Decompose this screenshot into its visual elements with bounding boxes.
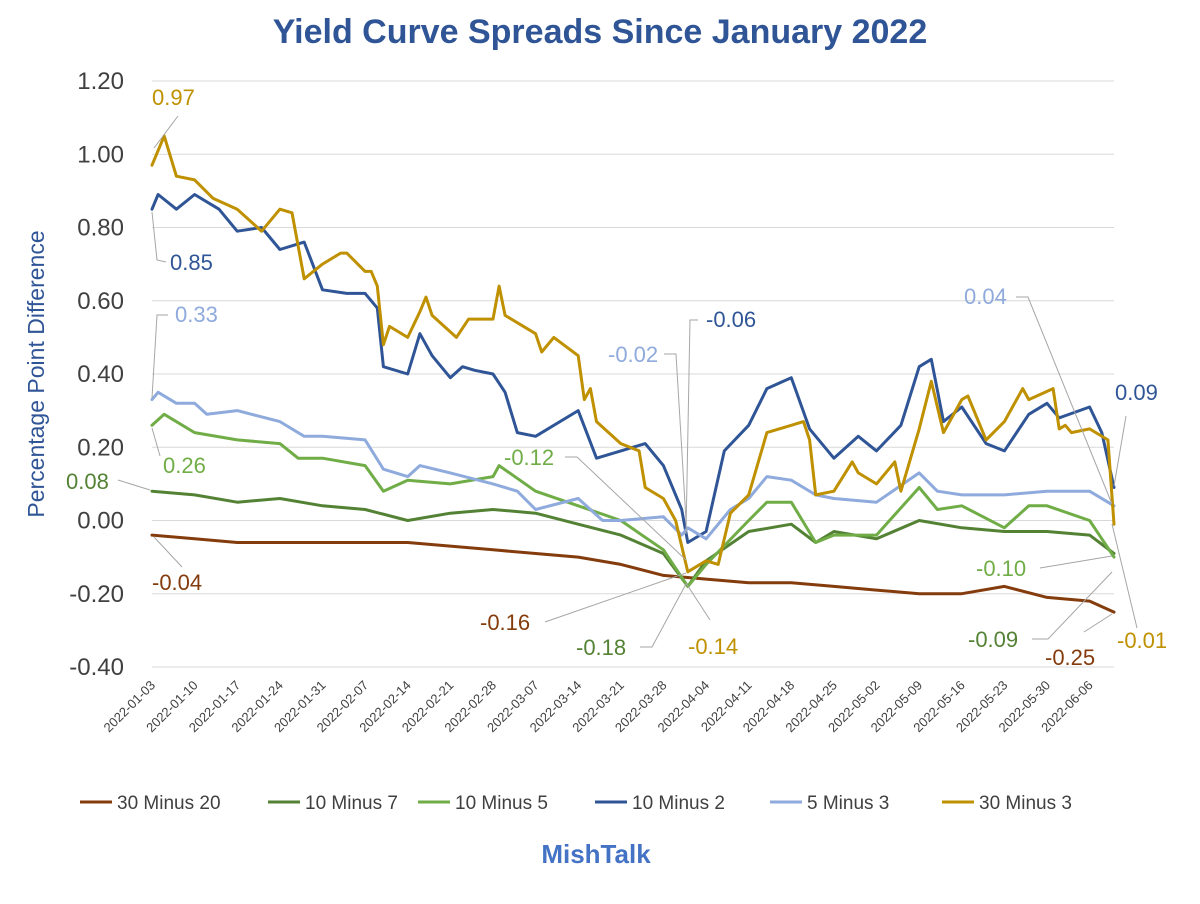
annotation-leader xyxy=(685,319,698,535)
data-label: 0.04 xyxy=(964,284,1007,309)
annotation-leader xyxy=(664,353,687,521)
annotation-leader xyxy=(153,536,183,568)
data-label: -0.16 xyxy=(480,610,530,635)
data-label: -0.09 xyxy=(968,627,1018,652)
annotation-leader xyxy=(1039,555,1113,569)
y-tick-label: 0.80 xyxy=(77,215,124,242)
data-label: 0.33 xyxy=(175,302,218,327)
data-label: 0.09 xyxy=(1115,380,1158,405)
data-label: -0.02 xyxy=(608,342,658,367)
data-label: -0.12 xyxy=(504,445,554,470)
data-label: -0.04 xyxy=(152,570,202,595)
source-label: MishTalk xyxy=(541,839,651,869)
annotation-leader xyxy=(1016,296,1113,505)
annotation-leader xyxy=(151,211,167,263)
legend-label: 30 Minus 20 xyxy=(117,793,221,814)
data-label: -0.18 xyxy=(576,635,626,660)
series-line-10-minus-5 xyxy=(150,412,1116,588)
y-tick-label: 0.00 xyxy=(77,508,124,535)
annotation-leader xyxy=(544,572,687,623)
annotation-leader xyxy=(117,479,151,491)
data-label: 0.26 xyxy=(163,453,206,478)
data-annotations: 0.97 0.85 0.33 0.26 0.08 -0.04 -0.02 -0.06 -0.12… xyxy=(66,85,1167,670)
annotation-leader xyxy=(685,582,711,621)
series-lines xyxy=(150,134,1116,614)
series-line-30-minus-20 xyxy=(150,533,1116,614)
data-label: 0.08 xyxy=(66,469,109,494)
annotation-leader xyxy=(151,427,161,457)
data-label: -0.01 xyxy=(1117,628,1167,653)
data-label: -0.10 xyxy=(976,556,1026,581)
annotation-leader xyxy=(640,583,687,648)
gridlines xyxy=(152,80,1114,668)
annotation-leader xyxy=(153,115,179,149)
annotation-leader xyxy=(1083,613,1113,633)
y-tick-label: 0.20 xyxy=(77,434,124,461)
y-tick-label: 1.20 xyxy=(77,68,124,95)
annotation-leader xyxy=(1113,415,1127,487)
data-label: -0.14 xyxy=(688,634,738,659)
legend-label: 5 Minus 3 xyxy=(807,793,889,814)
y-tick-label: -0.40 xyxy=(69,654,124,681)
legend: 30 Minus 20 10 Minus 7 10 Minus 5 10 Minus … xyxy=(80,793,1072,814)
annotation-leader xyxy=(565,456,687,561)
legend-label: 30 Minus 3 xyxy=(979,793,1072,814)
chart-title: Yield Curve Spreads Since January 2022 xyxy=(273,13,928,51)
legend-label: 10 Minus 5 xyxy=(455,793,548,814)
y-tick-label: -0.20 xyxy=(69,581,124,608)
y-tick-label: 0.60 xyxy=(77,288,124,315)
data-label: -0.25 xyxy=(1045,645,1095,670)
data-label: 0.85 xyxy=(170,250,213,275)
legend-label: 10 Minus 2 xyxy=(632,793,725,814)
data-label: 0.97 xyxy=(152,85,195,110)
x-tick-labels: 2022-01-032022-01-102022-01-172022-01-24… xyxy=(100,678,1095,736)
y-tick-label: 1.00 xyxy=(77,141,124,168)
annotation-leader xyxy=(1111,523,1138,629)
series-line-30-minus-3 xyxy=(150,134,1116,574)
annotation-leader xyxy=(1032,571,1113,640)
y-tick-labels: 1.20 1.00 0.80 0.60 0.40 0.20 0.00 -0.20 -0.40 xyxy=(69,68,124,681)
annotation-leader xyxy=(151,314,168,399)
series-line-10-minus-7 xyxy=(150,489,1116,588)
series-line-10-minus-2 xyxy=(150,193,1116,544)
y-axis-label: Percentage Point Difference xyxy=(23,230,49,517)
legend-label: 10 Minus 7 xyxy=(305,793,398,814)
y-tick-label: 0.40 xyxy=(77,361,124,388)
data-label: -0.06 xyxy=(706,307,756,332)
series-line-5-minus-3 xyxy=(150,390,1116,541)
